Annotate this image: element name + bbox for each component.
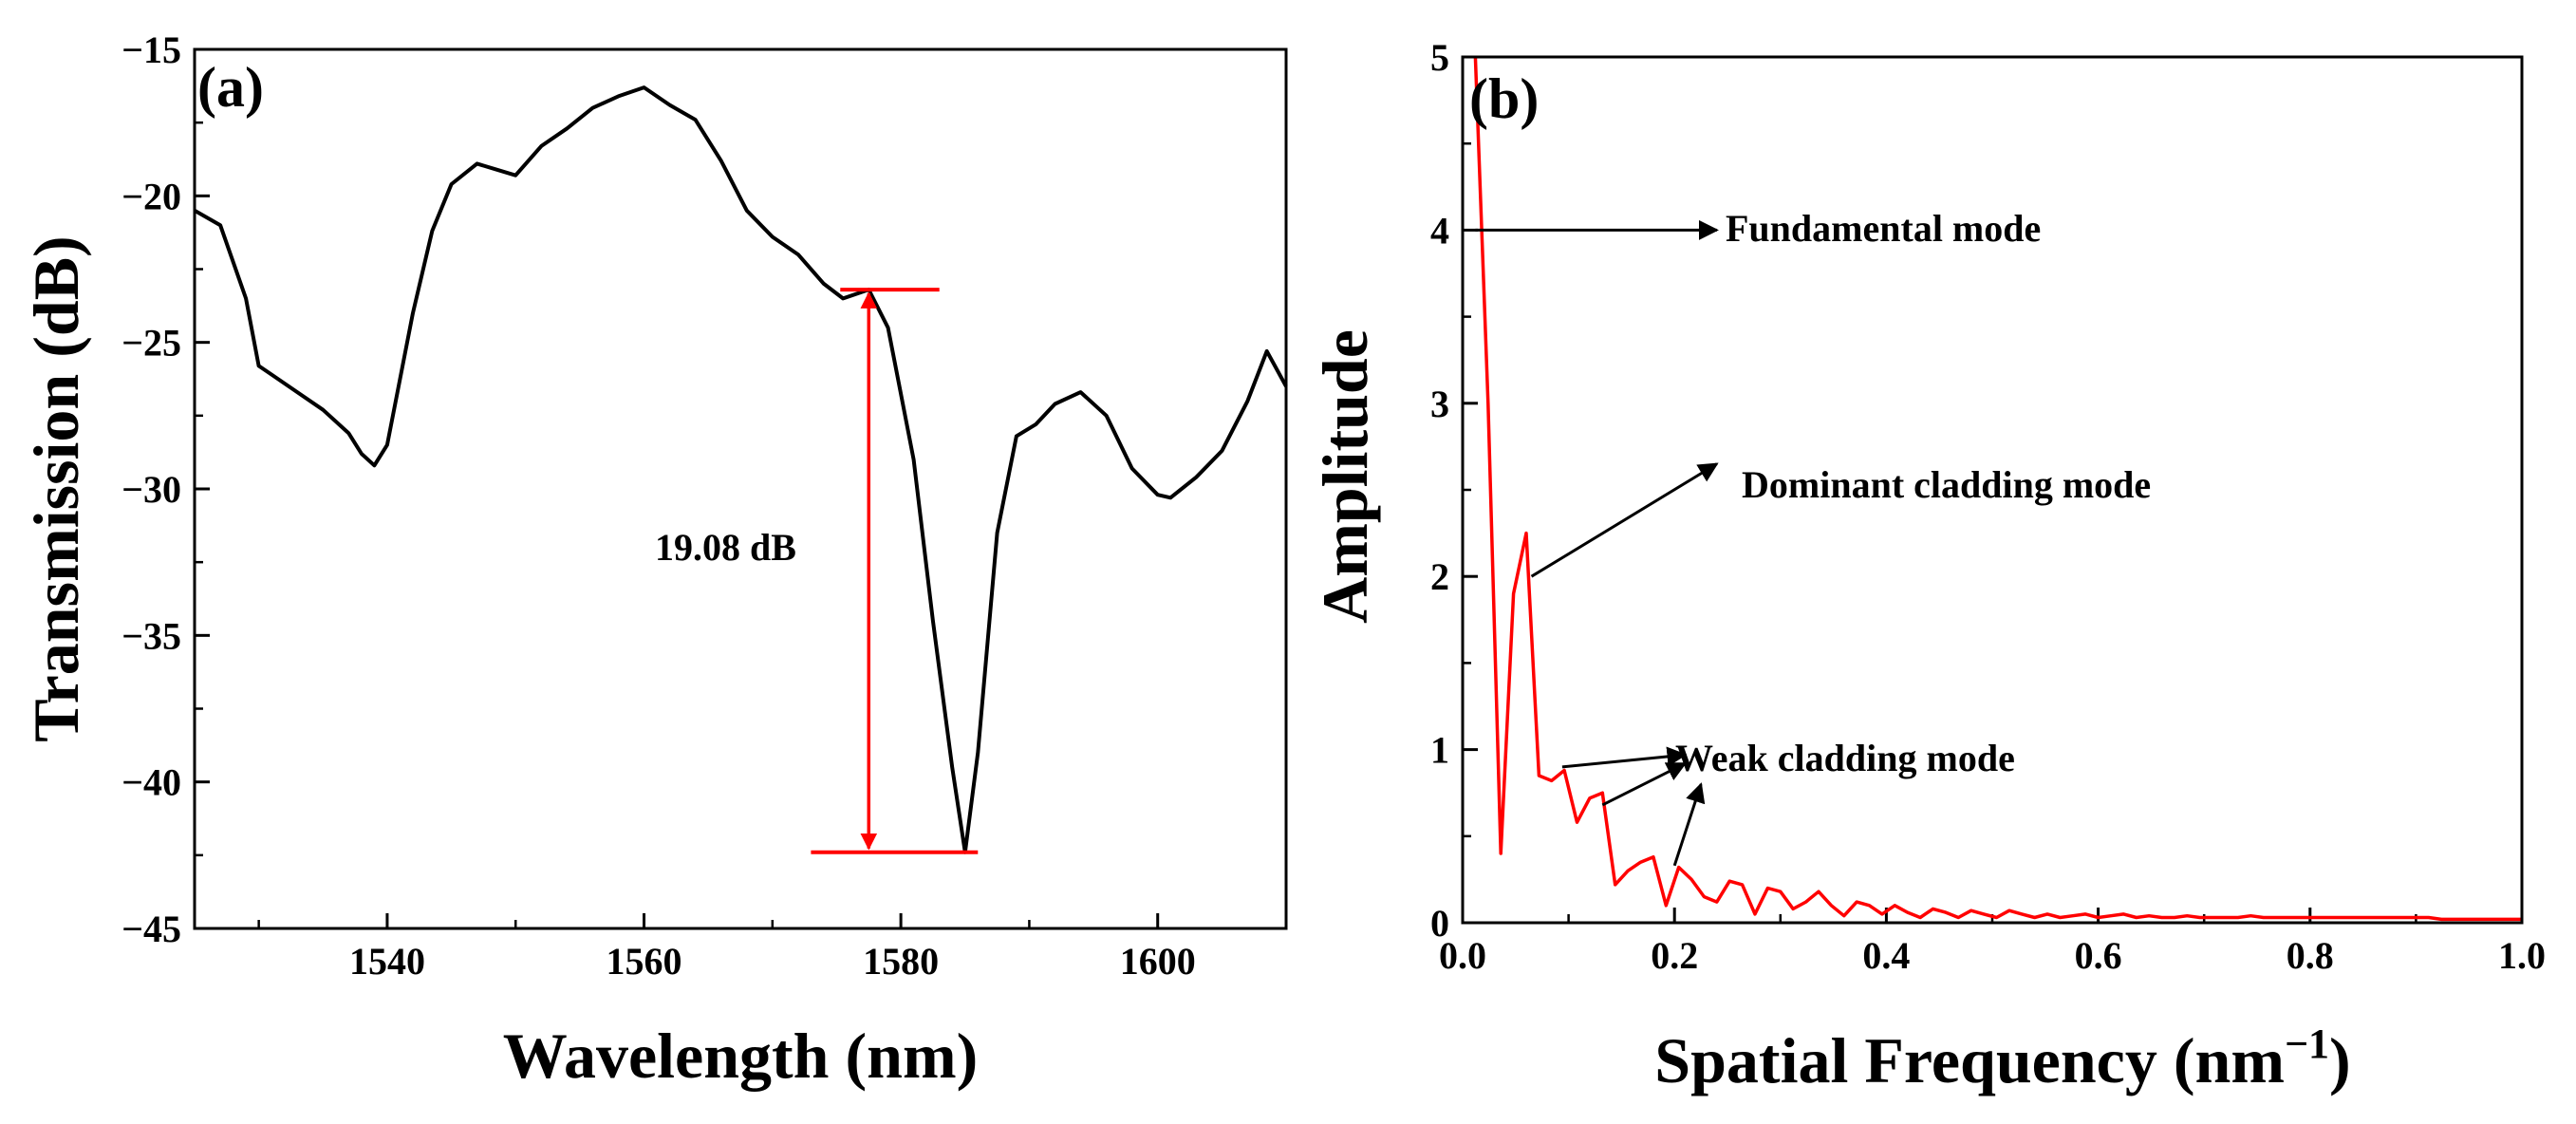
panel-b-x-axis-title-sup: −1 <box>2285 1021 2329 1067</box>
panel-b-x-axis-title-suffix: ) <box>2329 1024 2351 1096</box>
weak-cladding-mode-arrow-2 <box>1601 761 1688 807</box>
panel-a-label: (a) <box>197 56 264 119</box>
weak-cladding-mode-arrow-3 <box>1672 782 1706 867</box>
panel-b-label: (b) <box>1469 67 1539 130</box>
panel-b-mode-annotations: Fundamental mode Dominant cladding mode … <box>1475 207 2151 867</box>
panel-a-x-tick-labels: 1540 1560 1580 1600 <box>349 940 1196 983</box>
dominant-cladding-mode-arrow <box>1530 462 1719 578</box>
panel-b-y-axis-title: Amplitude <box>1309 329 1381 624</box>
y-tick-label: 4 <box>1430 209 1449 252</box>
fundamental-mode-label: Fundamental mode <box>1726 207 2041 250</box>
panel-a-ticks <box>195 47 1288 930</box>
panel-a-depth-annotation: 19.08 dB <box>655 288 979 854</box>
x-tick-label: 0.6 <box>2075 934 2122 977</box>
panel-b-x-axis-title-main: Spatial Frequency (nm <box>1654 1024 2285 1096</box>
y-tick-label: 2 <box>1430 555 1449 598</box>
y-tick-label: −25 <box>121 322 181 365</box>
panel-a-x-axis-title: Wavelength (nm) <box>503 1020 979 1092</box>
y-tick-label: 1 <box>1430 729 1449 772</box>
y-tick-label: −15 <box>121 28 181 71</box>
weak-cladding-mode-arrow-1 <box>1561 746 1688 769</box>
panel-b-amplitude-line <box>1473 56 2522 922</box>
panel-a-chart: 1540 1560 1580 1600 −45 −40 −35 −30 −25 −20 −15 1… <box>20 28 1288 1092</box>
panel-a-plot-frame <box>193 47 1288 930</box>
x-tick-label: 1.0 <box>2498 934 2546 977</box>
x-tick-label: 1580 <box>863 940 939 983</box>
y-tick-label: −40 <box>121 761 181 804</box>
y-tick-label: 3 <box>1430 383 1449 425</box>
y-tick-label: −30 <box>121 468 181 511</box>
depth-label: 19.08 dB <box>655 526 796 569</box>
x-tick-label: 1540 <box>349 940 425 983</box>
y-tick-label: −35 <box>121 614 181 657</box>
dominant-cladding-mode-label: Dominant cladding mode <box>1742 463 2151 506</box>
panel-a-y-tick-labels: −45 −40 −35 −30 −25 −20 −15 <box>121 28 181 950</box>
x-tick-label: 0.2 <box>1651 934 1698 977</box>
x-tick-label: 0.8 <box>2287 934 2334 977</box>
x-tick-label: 1600 <box>1120 940 1196 983</box>
panel-b-x-axis-title: Spatial Frequency (nm−1) <box>1654 1021 2350 1096</box>
panel-b-x-tick-labels: 0.0 0.2 0.4 0.6 0.8 1.0 <box>1439 934 2546 977</box>
y-tick-label: −20 <box>121 175 181 217</box>
panel-a-y-axis-title: Transmission (dB) <box>20 235 92 741</box>
y-tick-label: −45 <box>121 908 181 950</box>
x-tick-label: 0.0 <box>1439 934 1486 977</box>
panel-a-transmission-line <box>194 85 1288 854</box>
weak-cladding-mode-label: Weak cladding mode <box>1675 737 2015 779</box>
panel-b-chart: 0.0 0.2 0.4 0.6 0.8 1.0 0 1 2 3 4 5 Fundamental mo… <box>1309 36 2546 1096</box>
y-tick-label: 0 <box>1430 902 1449 945</box>
panel-b-plot-frame <box>1461 55 2524 925</box>
panel-b-y-tick-labels: 0 1 2 3 4 5 <box>1430 36 1449 945</box>
x-tick-label: 1560 <box>607 940 682 983</box>
x-tick-label: 0.4 <box>1862 934 1910 977</box>
y-tick-label: 5 <box>1430 36 1449 79</box>
